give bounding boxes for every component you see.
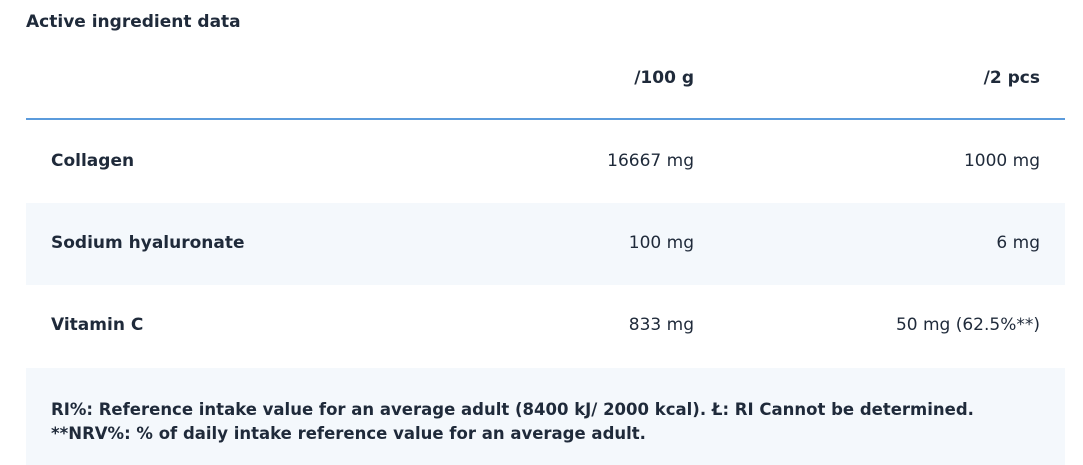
column-header-per-100g: /100 g xyxy=(634,68,694,88)
table-row: Sodium hyaluronate 100 mg 6 mg xyxy=(26,203,1065,285)
value-per-100g: 16667 mg xyxy=(607,151,694,171)
ingredient-name: Sodium hyaluronate xyxy=(51,233,245,253)
table-row: Vitamin C 833 mg 50 mg (62.5%**) xyxy=(26,285,1065,367)
ingredient-name: Vitamin C xyxy=(51,315,144,335)
ingredient-name: Collagen xyxy=(51,151,135,171)
column-header-per-2pcs: /2 pcs xyxy=(983,68,1040,88)
footnotes: RI%: Reference intake value for an avera… xyxy=(26,368,1065,465)
value-per-2pcs: 6 mg xyxy=(996,233,1040,253)
footnote-nrv: **NRV%: % of daily intake reference valu… xyxy=(51,424,646,443)
footnote-ri: RI%: Reference intake value for an avera… xyxy=(51,400,974,419)
value-per-2pcs: 1000 mg xyxy=(963,151,1040,171)
value-per-2pcs: 50 mg (62.5%**) xyxy=(895,315,1040,335)
value-per-100g: 100 mg xyxy=(628,233,694,253)
table-header: /100 g /2 pcs xyxy=(26,60,1065,120)
value-per-100g: 833 mg xyxy=(628,315,694,335)
table-row: Collagen 16667 mg 1000 mg xyxy=(26,121,1065,203)
section-title: Active ingredient data xyxy=(26,12,241,32)
